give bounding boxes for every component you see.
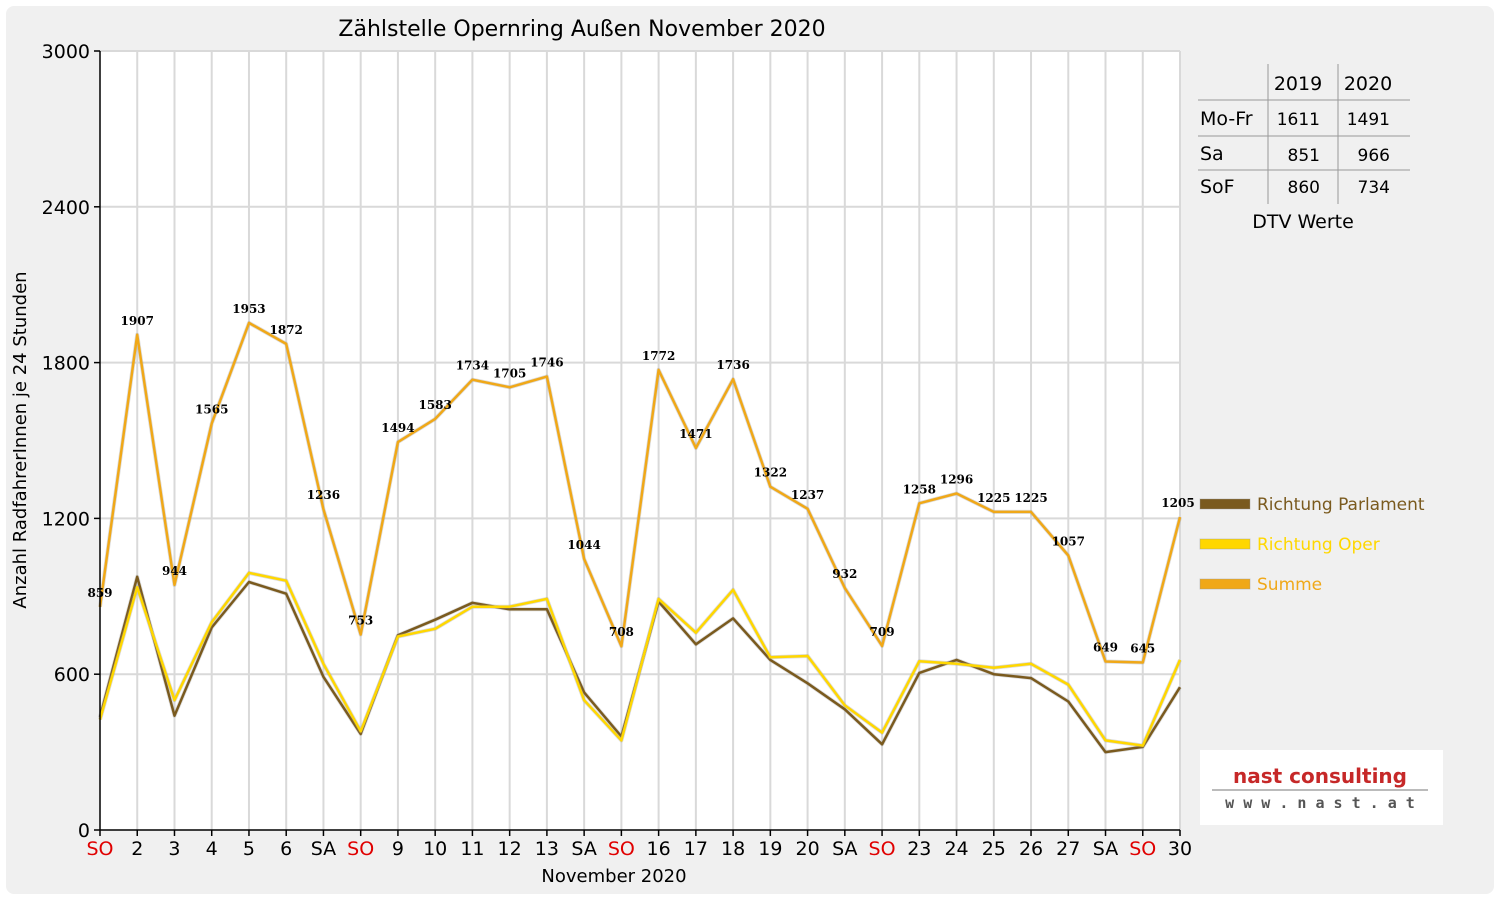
dtv-header-2019: 2019: [1274, 73, 1322, 95]
logo-name: nast consulting: [1233, 764, 1407, 788]
dtv-table: 2019 2020 Mo-Fr 1611 1491 Sa 851 966 SoF…: [1198, 64, 1410, 233]
data-label: 1236: [307, 488, 340, 502]
y-tick-label: 2400: [42, 197, 90, 219]
data-label: 1471: [679, 427, 712, 441]
data-label: 649: [1093, 640, 1118, 654]
x-tick-label: 10: [423, 838, 447, 860]
dtv-cell: 851: [1288, 146, 1320, 166]
data-label: 932: [832, 567, 857, 581]
y-tick-label: 600: [54, 664, 90, 686]
dtv-caption: DTV Werte: [1252, 211, 1354, 233]
data-label: 1322: [754, 466, 787, 480]
x-axis-label: November 2020: [541, 866, 686, 887]
series-line-summe: [98, 321, 1182, 664]
y-tick-label: 1800: [42, 353, 90, 375]
dtv-row-label: Sa: [1200, 143, 1224, 165]
x-tick-label: 18: [721, 838, 745, 860]
logo-box: [1200, 750, 1443, 825]
x-tick-label: 19: [758, 838, 782, 860]
x-tick-label: 12: [498, 838, 522, 860]
data-label: 1705: [493, 366, 526, 380]
data-label: 1736: [716, 358, 749, 372]
legend-label: Summe: [1257, 575, 1322, 595]
data-label: 1205: [1161, 496, 1194, 510]
data-label: 1044: [567, 538, 600, 552]
x-tick-label: SO: [608, 838, 635, 860]
x-tick-label: 25: [982, 838, 1006, 860]
chart-title: Zählstelle Opernring Außen November 2020: [338, 17, 825, 42]
data-label: 1734: [456, 359, 489, 373]
x-axis-ticks: SO 2 3 4 5 6 SA SO 9 10 11 12 13 SA SO 16 17 18 19 20 SA SO 23…: [86, 830, 1192, 860]
x-tick-label: 23: [907, 838, 931, 860]
dtv-cell: 966: [1358, 146, 1390, 166]
y-tick-label: 1200: [42, 508, 90, 530]
x-tick-label: 2: [131, 838, 143, 860]
dtv-row-label: SoF: [1200, 176, 1235, 198]
legend: Richtung Parlament Richtung Oper Summe: [1199, 495, 1425, 595]
x-tick-label: SO: [347, 838, 374, 860]
data-label: 708: [609, 625, 634, 639]
series-lines: [98, 320, 1182, 755]
y-axis-ticks: 0 600 1200 1800 2400 3000: [42, 41, 100, 842]
x-tick-label: SA: [832, 838, 857, 860]
x-tick-label: 26: [1019, 838, 1043, 860]
legend-swatch: [1199, 498, 1251, 510]
x-tick-label: SO: [869, 838, 896, 860]
legend-swatch: [1199, 538, 1251, 550]
data-label: 1225: [1014, 491, 1047, 505]
data-label: 1746: [530, 356, 563, 370]
data-label: 753: [348, 613, 373, 627]
x-tick-label: 6: [280, 838, 292, 860]
x-tick-label: 4: [206, 838, 218, 860]
data-label: 1772: [642, 349, 675, 363]
x-tick-label: 30: [1168, 838, 1192, 860]
dtv-cell: 734: [1358, 178, 1390, 198]
x-tick-label: 3: [168, 838, 180, 860]
x-tick-label: 20: [795, 838, 819, 860]
data-label: 645: [1130, 642, 1155, 656]
dtv-cell: 860: [1288, 178, 1320, 198]
data-label: 944: [162, 564, 187, 578]
y-tick-label: 3000: [42, 41, 90, 63]
data-label: 1872: [270, 323, 303, 337]
logo-url: w w w . n a s t . a t: [1225, 794, 1415, 812]
x-tick-label: 13: [535, 838, 559, 860]
data-label: 1583: [418, 398, 451, 412]
x-tick-label: 9: [392, 838, 404, 860]
x-tick-label: 24: [944, 838, 968, 860]
data-label: 1296: [940, 472, 973, 486]
legend-label: Richtung Parlament: [1257, 495, 1425, 515]
x-tick-label: SA: [311, 838, 336, 860]
data-label: 1494: [381, 421, 414, 435]
data-label: 1258: [903, 482, 936, 496]
dtv-row-label: Mo-Fr: [1200, 108, 1253, 130]
x-tick-label: 27: [1056, 838, 1080, 860]
x-tick-label: 11: [460, 838, 484, 860]
dtv-cell: 1491: [1347, 110, 1390, 130]
x-tick-label: SA: [1093, 838, 1118, 860]
x-tick-label: 17: [684, 838, 708, 860]
x-tick-label: SA: [571, 838, 596, 860]
data-label: 1057: [1052, 535, 1085, 549]
x-tick-label: SO: [86, 838, 113, 860]
legend-swatch: [1199, 578, 1251, 590]
y-tick-label: 0: [78, 820, 90, 842]
x-tick-label: SO: [1129, 838, 1156, 860]
plot-area: [100, 51, 1180, 830]
y-axis-label: Anzahl RadfahrerInnen je 24 Stunden: [10, 271, 31, 608]
dtv-cell: 1611: [1277, 110, 1320, 130]
dtv-header-2020: 2020: [1344, 73, 1392, 95]
data-label: 1953: [232, 302, 265, 316]
data-label: 1565: [195, 403, 228, 417]
x-tick-label: 5: [243, 838, 255, 860]
series-line-richtung-oper: [98, 571, 1182, 747]
data-label: 1907: [121, 314, 154, 328]
data-label: 1237: [791, 488, 824, 502]
x-tick-label: 16: [647, 838, 671, 860]
data-label: 709: [870, 625, 895, 639]
nast-logo: nast consulting w w w . n a s t . a t: [1200, 750, 1443, 825]
data-label: 1225: [977, 491, 1010, 505]
legend-label: Richtung Oper: [1257, 535, 1380, 555]
